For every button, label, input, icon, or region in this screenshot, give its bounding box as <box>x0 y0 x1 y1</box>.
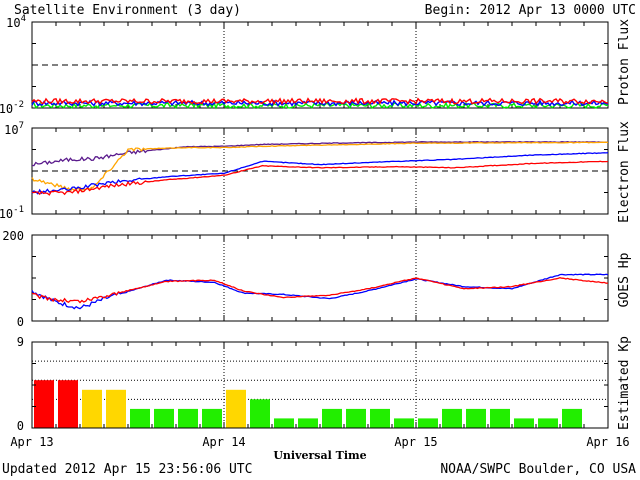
kp-bar <box>466 408 486 428</box>
proton-series-red <box>31 97 609 106</box>
kp-bar <box>82 389 102 428</box>
panel-frame <box>31 127 609 215</box>
electron-ytick-bottom: 10-1 <box>0 205 24 221</box>
kp-bar <box>538 418 558 428</box>
kp-ytick-top: 9 <box>17 335 24 349</box>
kp-bar <box>274 418 294 428</box>
kp-bar <box>370 408 390 428</box>
estimated-kp-label: Estimated Kp <box>617 336 632 430</box>
proton-ytick-bottom: 10-2 <box>0 100 24 116</box>
proton-flux-panel <box>31 21 609 110</box>
proton-ytick-top: 104 <box>6 14 26 30</box>
kp-bar <box>514 418 534 428</box>
estimated-kp-panel <box>31 341 609 429</box>
kp-bar <box>154 408 174 428</box>
kp-bar <box>106 389 126 428</box>
kp-bar <box>490 408 510 428</box>
kp-bar <box>226 389 246 428</box>
x-axis-title: Universal Time <box>273 449 366 462</box>
kp-bar <box>58 380 78 428</box>
hp-ytick-top: 200 <box>2 229 24 243</box>
panel-frame <box>31 234 609 322</box>
goes-hp-panel <box>31 234 609 322</box>
kp-bar <box>130 408 150 428</box>
kp-bar <box>442 408 462 428</box>
hp-series-red <box>31 277 609 304</box>
electron-series-purple <box>31 141 608 167</box>
goes-hp-label: GOES Hp <box>617 252 632 307</box>
kp-bar <box>250 399 270 428</box>
electron-series-orange <box>31 141 609 192</box>
xtick-apr14: Apr 14 <box>202 435 245 449</box>
kp-bar <box>322 408 342 428</box>
electron-flux-label: Electron Flux <box>617 121 632 223</box>
proton-flux-label: Proton Flux <box>617 19 632 105</box>
kp-bar <box>34 380 54 428</box>
kp-bar <box>178 408 198 428</box>
kp-bar <box>346 408 366 428</box>
begin-time: Begin: 2012 Apr 13 0000 UTC <box>425 3 636 18</box>
panel-frame <box>31 21 609 109</box>
kp-bar <box>394 418 414 428</box>
kp-bar <box>298 418 318 428</box>
electron-series-red <box>31 160 609 196</box>
kp-bar <box>202 408 222 428</box>
updated-time: Updated 2012 Apr 15 23:56:06 UTC <box>2 462 252 477</box>
electron-ytick-top: 107 <box>4 121 24 137</box>
xtick-apr16: Apr 16 <box>586 435 629 449</box>
electron-flux-panel <box>31 127 609 215</box>
chart-title: Satellite Environment (3 day) <box>14 3 241 18</box>
hp-ytick-bottom: 0 <box>17 315 24 329</box>
kp-bar <box>418 418 438 428</box>
xtick-apr13: Apr 13 <box>10 435 53 449</box>
xtick-apr15: Apr 15 <box>394 435 437 449</box>
kp-bar <box>562 408 582 428</box>
data-source: NOAA/SWPC Boulder, CO USA <box>440 462 636 477</box>
kp-ytick-bottom: 0 <box>17 419 24 433</box>
